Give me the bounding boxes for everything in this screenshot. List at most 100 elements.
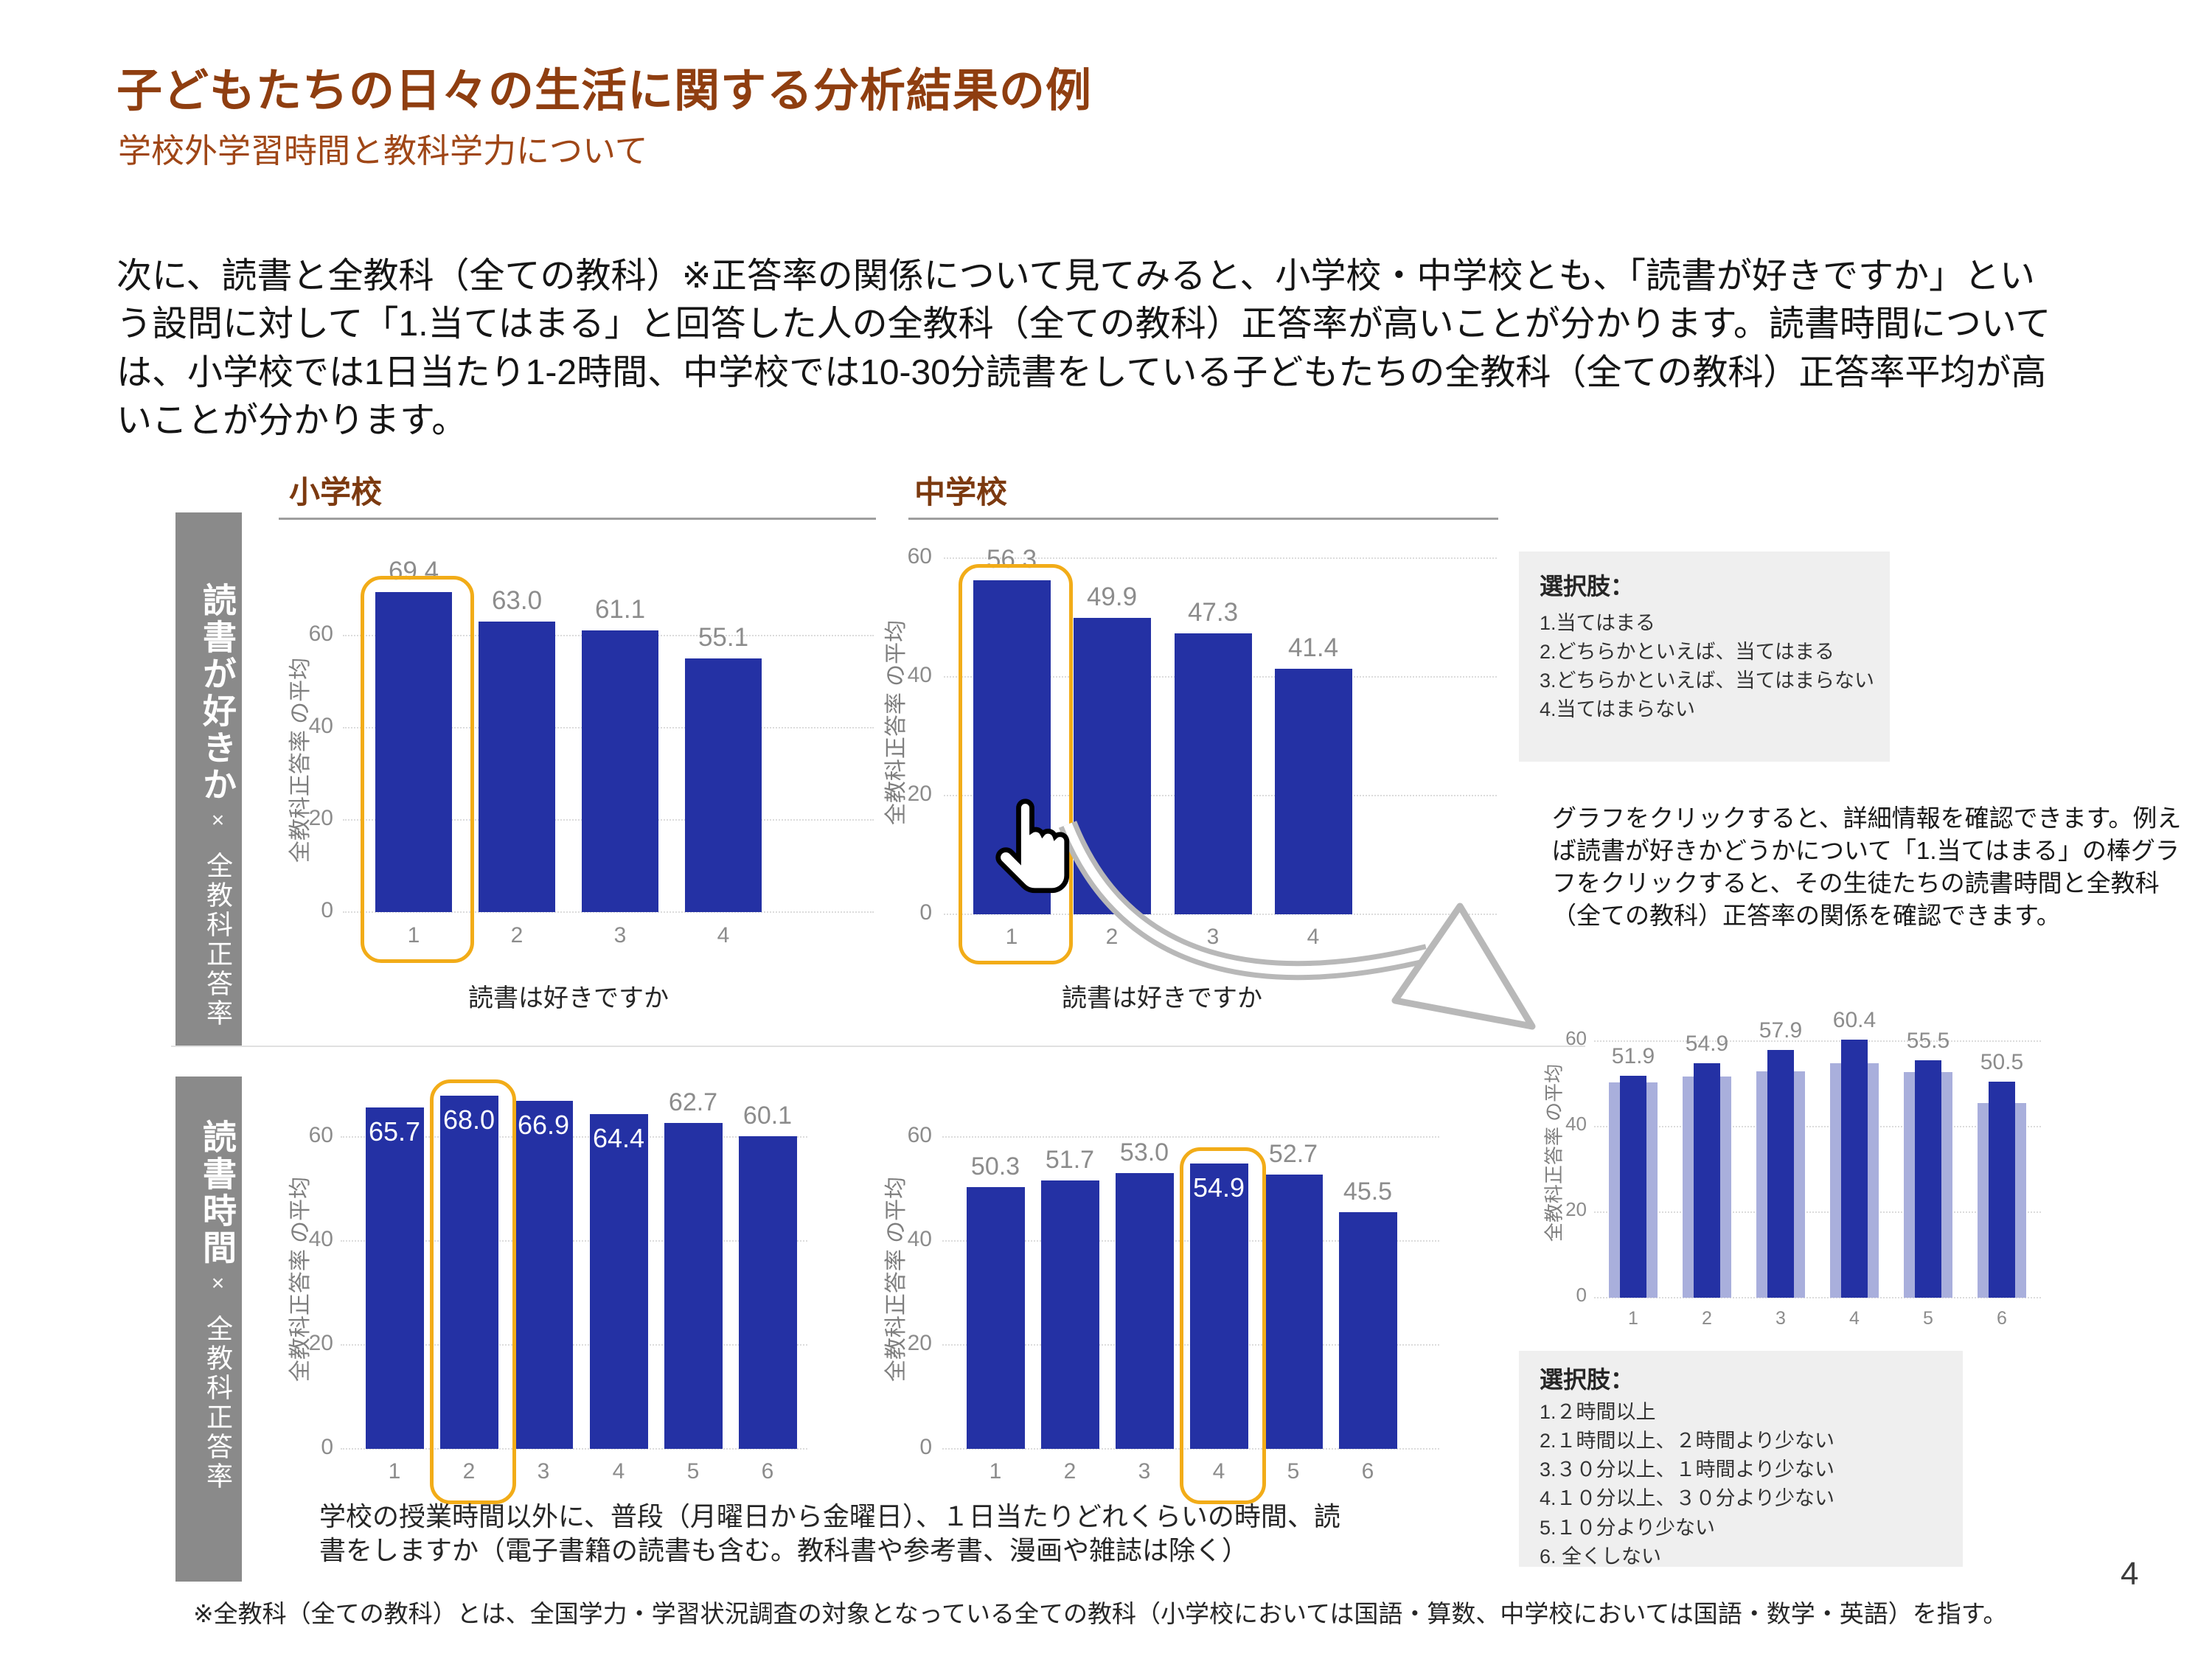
bar-category-6[interactable] xyxy=(738,1136,797,1449)
bar-category-1[interactable] xyxy=(1620,1075,1646,1298)
x-category-label: 1 xyxy=(388,1459,401,1484)
y-tick-label: 20 xyxy=(308,806,333,830)
hand-cursor-icon xyxy=(995,799,1070,894)
bar-value-label: 49.9 xyxy=(1086,582,1138,612)
options-heading: 選択肢： xyxy=(1540,1366,1635,1393)
interaction-explanation: グラフをクリックすると、詳細情報を確認できます。例えば読書が好きかどうかについて… xyxy=(1552,804,2182,929)
highlight-box xyxy=(1179,1147,1266,1504)
x-category-label: 5 xyxy=(686,1459,700,1484)
bar-category-4[interactable] xyxy=(1189,1163,1248,1449)
bar-category-6[interactable] xyxy=(1338,1212,1397,1449)
y-tick-label: 0 xyxy=(919,1435,932,1459)
page-title: 子どもたちの日々の生活に関する分析結果の例 xyxy=(116,66,1093,116)
bar-category-5[interactable] xyxy=(1915,1060,1941,1298)
x-category-label: 4 xyxy=(717,923,730,947)
gridline xyxy=(1594,1040,2041,1042)
options-box-like: 選択肢： 1.当てはまる 2.どちらかといえば、当てはまる 3.どちらかといえば、当… xyxy=(1519,552,1890,762)
bar-value-label: 64.4 xyxy=(592,1122,645,1153)
row-label-main: 読書が好きか xyxy=(198,582,237,804)
bar-category-3[interactable] xyxy=(1767,1050,1794,1298)
option-item: 5.１０分より少ない xyxy=(1540,1516,1715,1539)
bar-value-label: 45.5 xyxy=(1343,1178,1393,1206)
y-tick-label: 20 xyxy=(308,1331,333,1355)
row-label-sub: 全教科正答率 xyxy=(203,1315,233,1492)
x-category-label: 4 xyxy=(1212,1459,1225,1484)
y-tick-label: 60 xyxy=(907,544,932,568)
bar-category-1[interactable] xyxy=(375,592,452,912)
bar-value-label: 60.4 xyxy=(1832,1007,1877,1032)
bar-category-3[interactable] xyxy=(1115,1173,1174,1449)
y-tick-label: 60 xyxy=(308,622,333,646)
bar-category-2[interactable] xyxy=(479,622,555,912)
row-label-main: 読書時間 xyxy=(198,1119,237,1267)
y-tick-label: 40 xyxy=(308,1227,333,1251)
x-category-label: 4 xyxy=(1307,925,1320,949)
bar-category-1[interactable] xyxy=(365,1107,424,1449)
bar-category-2[interactable] xyxy=(1040,1180,1099,1449)
options-list: 1.２時間以上 2.１時間以上、２時間より少ない 3.３０分以上、１時間より少ない 4… xyxy=(1540,1398,1963,1571)
x-category-label: 3 xyxy=(1775,1308,1786,1329)
row-divider xyxy=(171,1046,1585,1047)
bar-value-label: 57.9 xyxy=(1759,1018,1803,1043)
bar-category-4[interactable] xyxy=(589,1113,648,1449)
y-tick-label: 60 xyxy=(308,1123,333,1147)
bar-value-label: 51.7 xyxy=(1045,1145,1095,1174)
gridline xyxy=(341,1136,807,1138)
options-list: 1.当てはまる 2.どちらかといえば、当てはまる 3.どちらかといえば、当てはまらな… xyxy=(1540,609,1890,725)
bar-category-2[interactable] xyxy=(1073,618,1151,914)
bar-category-4[interactable] xyxy=(1841,1039,1868,1298)
option-item: 4.当てはまらない xyxy=(1540,698,1695,721)
y-axis-label: 全教科正答率 の平均 xyxy=(288,657,313,863)
bar-value-label: 54.9 xyxy=(1685,1031,1729,1056)
bar-value-label: 52.7 xyxy=(1268,1140,1318,1169)
y-axis-label: 全教科正答率 の平均 xyxy=(884,1176,908,1382)
gridline xyxy=(1594,1297,2041,1298)
x-category-label: 1 xyxy=(407,923,420,947)
header-underline xyxy=(908,518,1498,520)
x-category-label: 2 xyxy=(462,1459,476,1484)
y-tick-label: 40 xyxy=(308,714,333,738)
gridline xyxy=(341,1448,807,1450)
bar-value-label: 55.1 xyxy=(698,622,749,652)
bar-value-label: 50.3 xyxy=(970,1152,1020,1181)
y-tick-label: 20 xyxy=(1565,1198,1587,1220)
x-category-label: 3 xyxy=(537,1459,550,1484)
bar-category-4[interactable] xyxy=(1274,668,1352,914)
body-paragraph: 次に、読書と全教科（全ての教科）※正答率の関係について見てみると、小学校・中学校… xyxy=(116,257,2051,440)
gridline xyxy=(944,557,1497,559)
bar-category-4[interactable] xyxy=(685,658,762,912)
bar-category-5[interactable] xyxy=(664,1122,723,1449)
bar-value-label: 55.5 xyxy=(1906,1029,1950,1054)
bar-value-label: 50.5 xyxy=(1980,1050,2024,1075)
bar-value-label: 60.1 xyxy=(742,1102,793,1130)
bar-category-6[interactable] xyxy=(1989,1082,2015,1298)
highlight-box xyxy=(361,576,474,963)
option-item: 4.１０分以上、３０分より少ない xyxy=(1540,1487,1834,1510)
bar-category-2[interactable] xyxy=(439,1095,498,1449)
column-header-elementary: 小学校 xyxy=(289,475,383,509)
page-number: 4 xyxy=(2121,1556,2139,1592)
bar-category-3[interactable] xyxy=(582,630,658,912)
bar-value-label: 47.3 xyxy=(1187,598,1239,627)
y-axis-label: 全教科正答率 の平均 xyxy=(884,619,908,825)
bar-category-3[interactable] xyxy=(1174,633,1252,914)
bar-category-2[interactable] xyxy=(1694,1062,1720,1298)
cross-icon: × xyxy=(206,1271,230,1295)
y-tick-label: 0 xyxy=(321,1435,333,1459)
bar-category-3[interactable] xyxy=(514,1101,573,1449)
y-tick-label: 60 xyxy=(1565,1027,1587,1049)
y-tick-label: 0 xyxy=(321,898,333,922)
bar-value-label: 66.9 xyxy=(517,1110,570,1141)
row-label-reading-like: 読書が好きか × 全教科正答率 xyxy=(175,512,242,1046)
x-category-label: 5 xyxy=(1923,1308,1933,1329)
bar-value-label: 54.9 xyxy=(1192,1172,1245,1203)
bar-category-5[interactable] xyxy=(1264,1175,1323,1449)
y-tick-label: 60 xyxy=(907,1123,932,1147)
bar-category-1[interactable] xyxy=(966,1187,1025,1449)
row-label-reading-time: 読書時間 × 全教科正答率 xyxy=(175,1077,242,1582)
x-category-label: 6 xyxy=(1361,1459,1374,1484)
highlight-box xyxy=(429,1079,516,1504)
x-category-label: 5 xyxy=(1287,1459,1300,1484)
row-label-sub: 全教科正答率 xyxy=(203,852,233,1029)
